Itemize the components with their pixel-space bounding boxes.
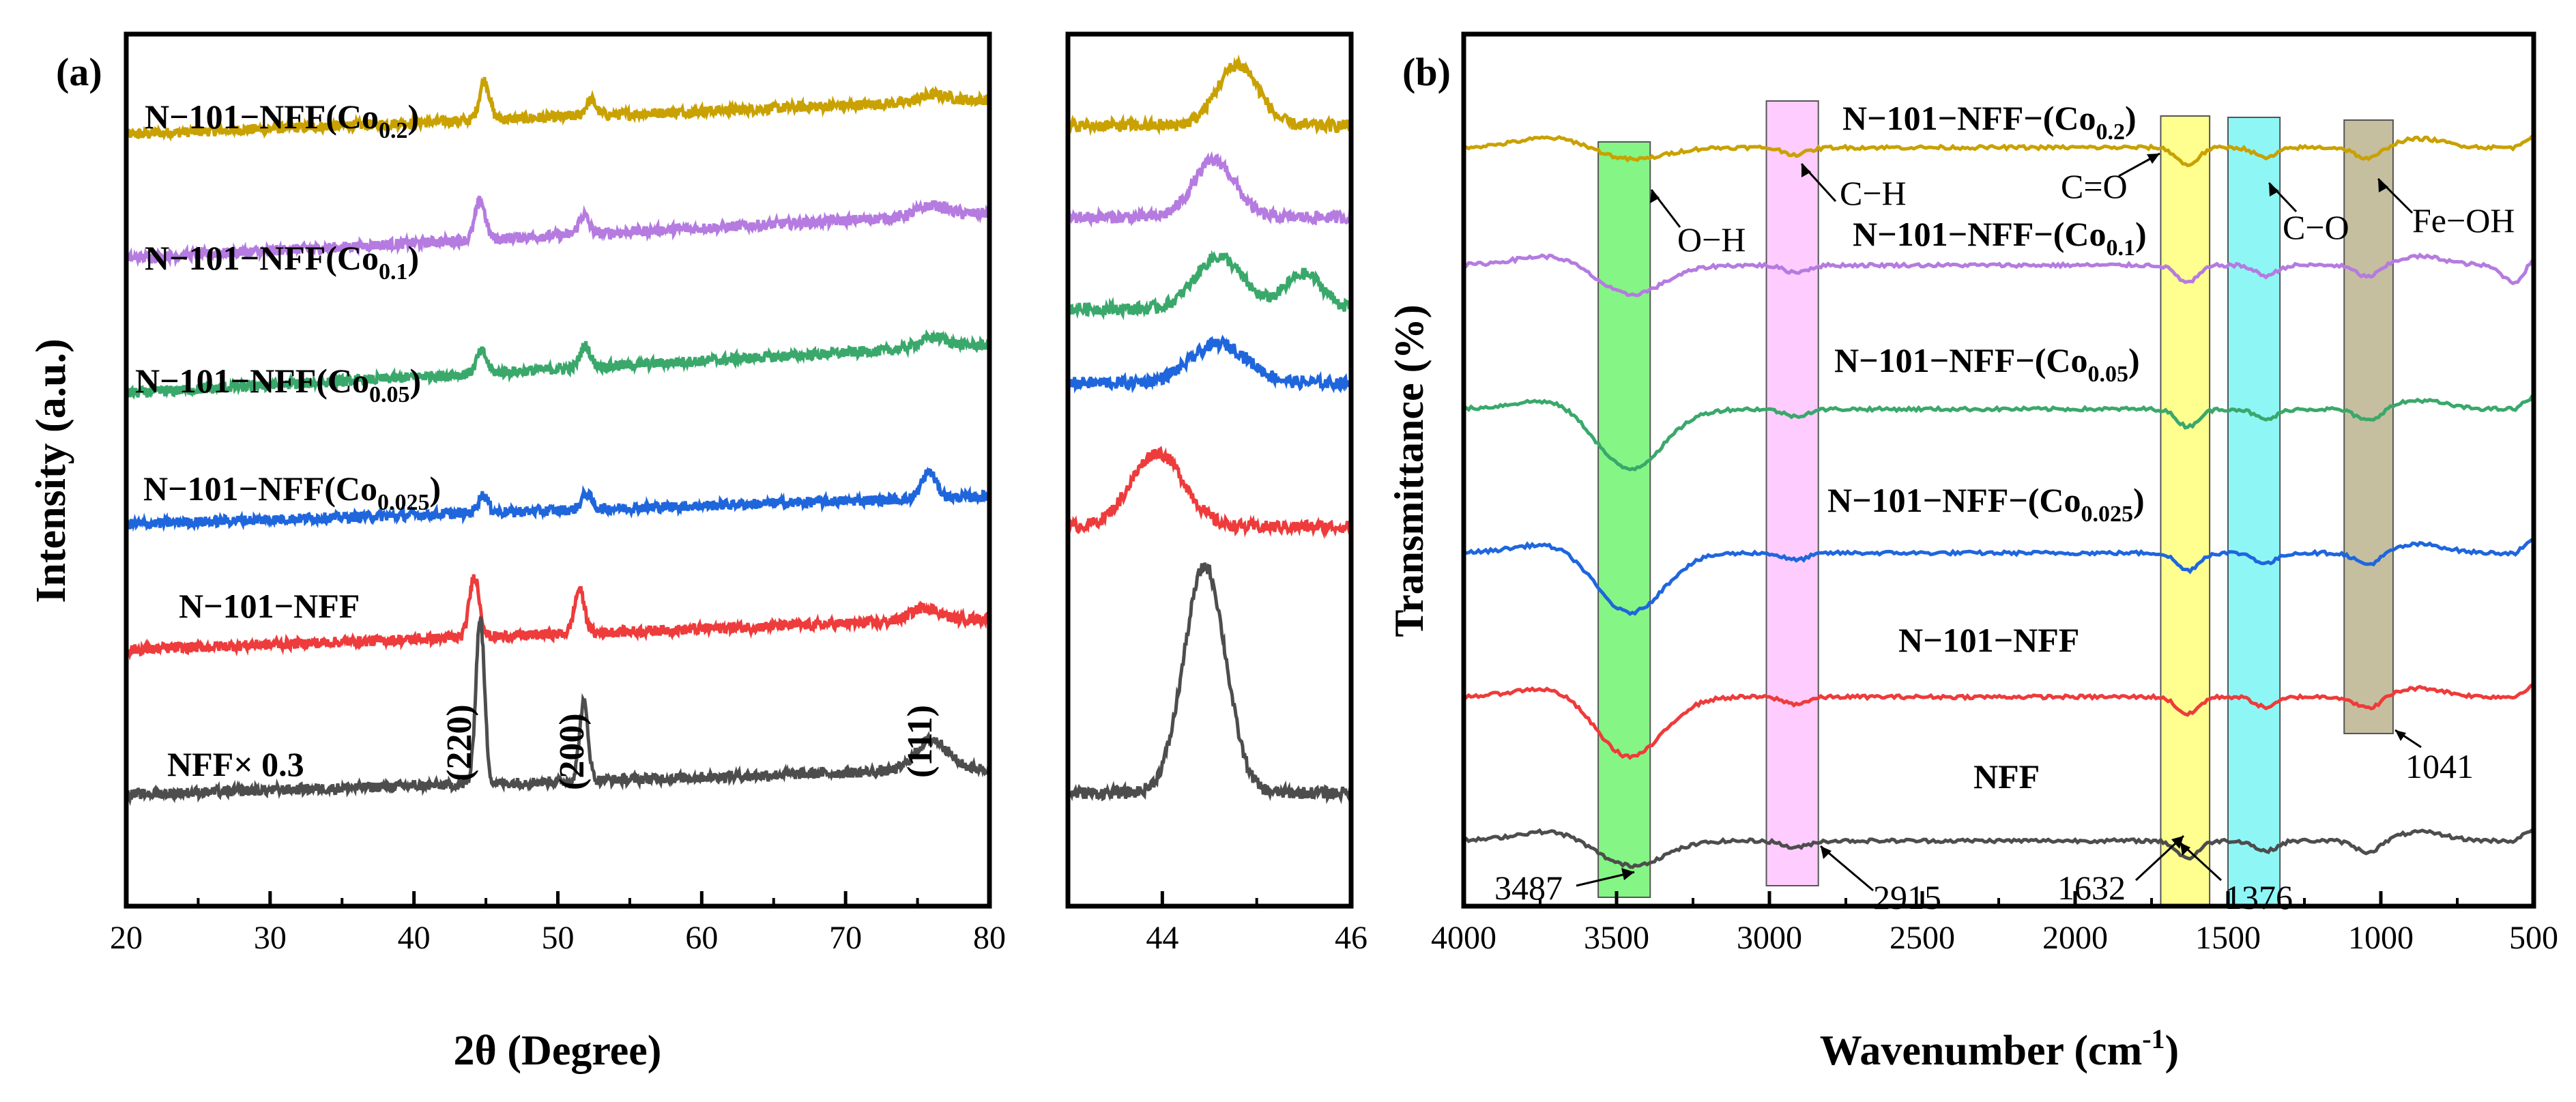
panel-a-x-ticks: 20 30 40 50 60 70 80 <box>110 891 1006 956</box>
group-label-co-single: C−O <box>2283 208 2349 246</box>
panel-b: (b) 4000 3500 3000 2500 2000 1500 1000 500 Wave… <box>1387 31 2558 1074</box>
arrowhead-1041 <box>2395 730 2406 741</box>
panel-b-x-label: Wavenumber (cm-1) <box>1820 1024 2179 1074</box>
group-label-feoh: Fe−OH <box>2412 201 2515 240</box>
peak-label-2915: 2915 <box>1873 878 1941 916</box>
band-1 <box>1765 100 1819 886</box>
ftir-label-nff: NFF <box>1973 757 2040 796</box>
a-tick-label: 20 <box>110 920 143 956</box>
inset-series-0 <box>1066 54 1353 136</box>
label-co02: N−101−NFF(Co0.2) <box>145 98 419 143</box>
xrd-series-4 <box>124 574 992 661</box>
inset-series-3 <box>1066 334 1353 394</box>
inset-series-5 <box>1066 562 1353 805</box>
band-4 <box>2343 119 2394 734</box>
a-tick-label: 50 <box>542 920 575 956</box>
ftir-series-4 <box>1462 683 2534 760</box>
panel-a-x-label: 2θ (Degree) <box>454 1028 662 1074</box>
ftir-label-co02: N−101−NFF−(Co0.2) <box>1842 99 2137 145</box>
b-tick-label: 3500 <box>1584 920 1649 956</box>
annotation-220: (220) <box>440 704 479 781</box>
ftir-series-5 <box>1463 828 2534 869</box>
b-tick-label: 500 <box>2509 920 2558 956</box>
b-tick-label: 4000 <box>1431 920 1496 956</box>
xrd-series-3 <box>124 466 992 532</box>
panel-b-label: (b) <box>1402 50 1451 94</box>
arrowhead-ch <box>1801 164 1811 177</box>
panel-a: (a) 20 30 40 50 60 70 80 2θ (Degree) Intensity… <box>28 31 1006 1074</box>
peak-label-1041: 1041 <box>2405 747 2474 785</box>
ftir-label-co0025: N−101−NFF−(Co0.025) <box>1827 481 2145 527</box>
group-label-oh: O−H <box>1677 220 1746 259</box>
arrowhead-1376 <box>2180 843 2190 856</box>
inset-frame <box>1065 31 1354 909</box>
arrowhead-feoh <box>2378 179 2388 192</box>
inset-series <box>1066 54 1353 805</box>
b-tick-label: 3000 <box>1737 920 1802 956</box>
inset-tick-label: 46 <box>1335 920 1367 956</box>
arrowhead-co-double <box>2147 154 2160 164</box>
label-co01: N−101−NFF(Co0.1) <box>145 239 419 285</box>
panel-a-label: (a) <box>56 50 102 94</box>
ftir-label-co01: N−101−NFF−(Co0.1) <box>1853 215 2147 261</box>
ftir-series-1 <box>1462 252 2534 298</box>
a-tick-label: 70 <box>829 920 862 956</box>
b-tick-label: 2500 <box>1890 920 1955 956</box>
annotation-arrowheads <box>1621 154 2406 880</box>
xrd-series-0 <box>124 76 992 142</box>
peak-label-1376: 1376 <box>2225 878 2293 916</box>
band-3 <box>2227 117 2281 907</box>
xrd-series-1 <box>124 195 992 267</box>
xrd-series-5 <box>125 616 992 807</box>
label-n101-nff: N−101−NFF <box>179 587 360 625</box>
a-tick-label: 60 <box>685 920 718 956</box>
peak-label-1632: 1632 <box>2057 869 2126 907</box>
label-nff: NFF× 0.3 <box>167 745 304 783</box>
inset-series-1 <box>1066 151 1353 228</box>
arrowhead-3487 <box>1621 868 1634 880</box>
group-label-co-double: C=O <box>2061 167 2128 205</box>
label-co005: N−101−NFF(Co0.05) <box>135 362 421 407</box>
band-0 <box>1597 141 1651 898</box>
panel-b-bands <box>1597 100 2394 907</box>
inset-series-4 <box>1066 446 1352 540</box>
panel-b-y-label: Transmittance (%) <box>1387 304 1432 637</box>
label-co0025: N−101−NFF(Co0.025) <box>143 469 441 515</box>
a-tick-label: 30 <box>254 920 287 956</box>
arrowhead-co-single <box>2269 183 2279 197</box>
ftir-series-2 <box>1463 394 2534 472</box>
b-tick-label: 1000 <box>2348 920 2414 956</box>
panel-b-series <box>1462 134 2534 869</box>
arrowhead-oh <box>1650 190 1660 203</box>
peak-label-3487: 3487 <box>1494 869 1563 907</box>
panel-b-x-ticks: 4000 3500 3000 2500 2000 1500 1000 500 <box>1431 891 2558 956</box>
inset-tick-label: 44 <box>1146 920 1178 956</box>
panel-a-series <box>124 76 992 807</box>
b-tick-label: 2000 <box>2042 920 2108 956</box>
b-tick-label: 1500 <box>2195 920 2261 956</box>
arrowhead-1632 <box>2171 836 2184 849</box>
annotation-111: (111) <box>901 705 940 778</box>
inset-x-ticks: 44 46 <box>1067 891 1367 956</box>
a-tick-label: 80 <box>973 920 1006 956</box>
xrd-series-2 <box>124 329 991 400</box>
arrowhead-2915 <box>1821 846 1832 859</box>
ftir-label-co005: N−101−NFF−(Co0.05) <box>1834 341 2140 387</box>
band-2 <box>2160 115 2211 907</box>
ftir-label-n101-nff: N−101−NFF <box>1898 621 2079 659</box>
arrow-2915 <box>1820 845 1874 892</box>
inset-series-2 <box>1066 250 1353 321</box>
panel-a-y-label: Intensity (a.u.) <box>28 338 74 603</box>
ftir-series-0 <box>1463 134 2534 168</box>
group-label-ch: C−H <box>1840 174 1907 212</box>
annotation-200: (200) <box>553 713 592 790</box>
panel-inset: 44 46 <box>1065 31 1367 956</box>
a-tick-label: 40 <box>398 920 431 956</box>
ftir-series-3 <box>1462 538 2534 616</box>
